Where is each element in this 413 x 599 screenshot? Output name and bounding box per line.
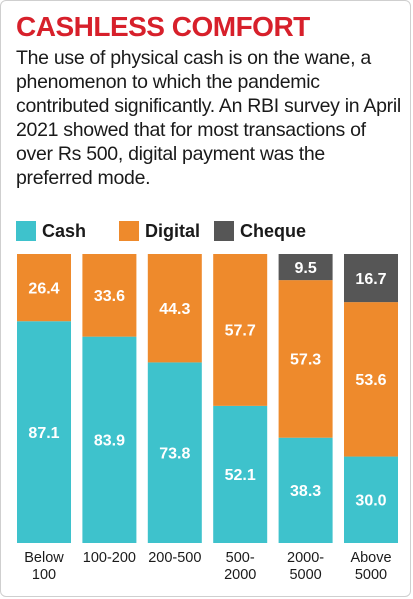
- data-label-digital-5: 53.6: [355, 372, 386, 389]
- data-label-cheque-5: 16.7: [355, 271, 386, 288]
- bar-digital-2: [147, 254, 202, 363]
- data-label-cheque-4: 9.5: [294, 260, 316, 277]
- legend: Cash Digital Cheque: [16, 219, 396, 243]
- bar-cash-0: [17, 321, 71, 543]
- data-label-digital-1: 33.6: [94, 288, 125, 305]
- chart-description: The use of physical cash is on the wane,…: [16, 47, 401, 189]
- data-label-cash-4: 38.3: [290, 483, 321, 500]
- bar-cash-1: [82, 336, 137, 543]
- bar-cash-2: [147, 362, 202, 543]
- category-label-4: 2000-5000: [287, 550, 324, 583]
- data-label-cash-2: 73.8: [159, 445, 190, 462]
- legend-label-cash: Cash: [42, 221, 87, 241]
- category-label-5: Above 5000: [350, 550, 391, 583]
- bar-digital-0: [17, 254, 71, 322]
- data-label-cash-0: 87.1: [28, 425, 59, 442]
- legend-label-digital: Digital: [145, 221, 201, 241]
- bar-digital-3: [213, 254, 268, 406]
- data-label-digital-3: 57.7: [225, 323, 256, 340]
- category-label-3: 500-2000: [224, 550, 256, 583]
- chart-title: CASHLESS COMFORT: [16, 11, 310, 42]
- bar-cheque-5: [344, 254, 398, 303]
- bar-digital-1: [82, 254, 137, 337]
- bar-cheque-4: [278, 254, 333, 281]
- bar-cash-4: [278, 437, 333, 543]
- bar-cash-3: [213, 405, 268, 543]
- legend-swatch-cash: [16, 221, 36, 241]
- bar-digital-4: [278, 280, 333, 438]
- legend-swatch-digital: [119, 221, 139, 241]
- category-label-0: Below 100: [24, 550, 64, 583]
- data-label-cash-3: 52.1: [225, 467, 256, 484]
- legend-swatch-cheque: [214, 221, 234, 241]
- category-label-2: 200-500: [148, 550, 201, 566]
- bar-cash-5: [344, 456, 398, 543]
- data-label-digital-2: 44.3: [159, 301, 190, 318]
- bar-digital-5: [344, 302, 398, 457]
- data-label-digital-0: 26.4: [28, 280, 59, 297]
- legend-label-cheque: Cheque: [240, 221, 307, 241]
- data-label-cash-5: 30.0: [355, 493, 386, 510]
- data-label-digital-4: 57.3: [290, 352, 321, 369]
- category-label-1: 100-200: [83, 550, 136, 566]
- data-label-cash-1: 83.9: [94, 433, 125, 450]
